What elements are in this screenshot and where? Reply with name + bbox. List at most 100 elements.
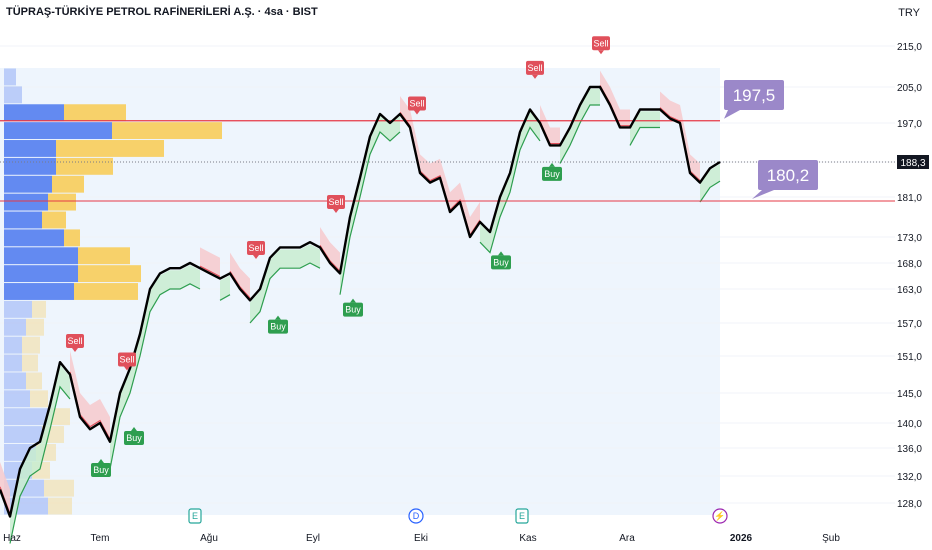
signal-pointer <box>333 209 339 213</box>
signal-pointer <box>98 459 104 463</box>
buy-signal: Buy <box>542 162 562 181</box>
volume-bar-buy <box>4 175 52 193</box>
sell-signal-badge <box>327 195 345 209</box>
time-axis[interactable]: Haz Tem Ağu Eyl Eki Kas Ara 2026 Şub <box>3 533 840 544</box>
signal-label: Sell <box>248 243 263 253</box>
volume-bar-sell <box>26 372 42 390</box>
bear-cloud <box>660 91 700 181</box>
bull-cloud-edge <box>109 283 201 470</box>
signal-label: Buy <box>345 305 361 315</box>
price-series-line <box>0 85 721 518</box>
bear-cloud <box>320 227 340 272</box>
volume-bar-sell <box>74 283 138 300</box>
buy-signal: Buy <box>491 251 511 270</box>
sell-signal-badge <box>592 36 610 51</box>
bull-cloud-edge <box>219 294 231 301</box>
buy-signal-badge <box>268 319 288 334</box>
x-tick-label: Eki <box>414 533 428 544</box>
callout-box <box>724 80 784 110</box>
x-tick-label: 2026 <box>730 533 753 544</box>
bear-cloud <box>540 105 560 144</box>
volume-bar-buy <box>4 265 78 283</box>
y-tick-label: 163,0 <box>897 285 922 296</box>
volume-bar-sell <box>64 104 126 122</box>
x-tick-label: Tem <box>91 533 110 544</box>
volume-bar-buy <box>4 408 48 426</box>
last-price-label: 188,3 <box>900 158 925 169</box>
sell-signal-badge <box>526 60 544 75</box>
volume-bar-buy <box>4 247 78 265</box>
buy-signal: Buy <box>268 315 288 334</box>
sell-signal: Sell <box>526 60 544 79</box>
chart-title: TÜPRAŞ-TÜRKİYE PETROL RAFİNERİLERİ A.Ş. … <box>6 6 318 18</box>
volume-bar-buy <box>4 86 22 104</box>
sell-signal: Sell <box>66 334 84 352</box>
volume-bar-sell <box>78 247 130 265</box>
signal-pointer <box>124 366 130 371</box>
signal-label: Buy <box>270 322 286 332</box>
bull-cloud <box>340 115 400 295</box>
volume-bar-sell <box>112 122 222 140</box>
volume-bar-sell <box>52 175 84 193</box>
volume-bar-buy <box>4 372 26 390</box>
sell-signal-badge <box>408 96 426 111</box>
y-tick-label: 151,0 <box>897 352 922 363</box>
x-tick-label: Kas <box>519 533 536 544</box>
buy-signal: Buy <box>91 459 111 477</box>
volume-bar-buy <box>4 140 56 157</box>
buy-signal-badge <box>343 302 363 317</box>
volume-bar-buy <box>4 283 74 300</box>
signal-pointer <box>350 298 356 303</box>
bull-cloud <box>700 163 720 202</box>
volume-bar-buy <box>4 229 64 247</box>
volume-bar-buy <box>4 426 42 443</box>
x-tick-label: Şub <box>822 533 840 544</box>
volume-bar-sell <box>22 354 38 372</box>
event-marker[interactable]: E <box>515 508 529 524</box>
y-tick-label: 128,0 <box>897 499 922 510</box>
signal-label: Sell <box>67 336 82 346</box>
signal-pointer <box>598 50 604 55</box>
bull-cloud-edge <box>629 126 660 146</box>
volume-bar-buy <box>4 354 22 372</box>
y-tick-label: 173,0 <box>897 233 922 244</box>
last-price-badge <box>897 155 929 169</box>
currency-label: TRY <box>898 7 920 19</box>
bull-cloud <box>630 111 660 146</box>
buy-signal: Buy <box>343 298 363 317</box>
signal-label: Sell <box>527 63 542 73</box>
callout-tail <box>724 110 740 119</box>
level-callout: 180,2 <box>752 160 818 199</box>
level-callout: 197,5 <box>724 80 784 119</box>
sell-signal: Sell <box>247 241 265 259</box>
buy-signal-badge <box>542 166 562 181</box>
y-tick-label: 132,0 <box>897 472 922 483</box>
signal-label: Buy <box>493 257 509 267</box>
volume-bar-buy <box>4 68 16 86</box>
volume-bar-sell <box>48 497 72 515</box>
event-label: E <box>519 511 525 521</box>
event-marker[interactable]: ⚡ <box>712 508 728 524</box>
callout-tail <box>752 190 774 199</box>
event-marker[interactable]: E <box>188 508 202 524</box>
event-label: D <box>413 511 420 521</box>
sell-signal: Sell <box>592 36 610 55</box>
bull-cloud-edge <box>9 385 71 544</box>
price-line <box>0 85 721 518</box>
callout-value: 197,5 <box>733 86 776 105</box>
volume-bar-buy <box>4 211 42 229</box>
y-tick-label: 197,0 <box>897 119 922 130</box>
signal-pointer <box>253 255 259 259</box>
y-tick-label: 168,0 <box>897 259 922 270</box>
volume-bar-sell <box>26 318 44 336</box>
volume-bar-sell <box>22 336 40 354</box>
y-tick-label: 136,0 <box>897 444 922 455</box>
event-marker[interactable]: D <box>408 508 424 524</box>
signal-pointer <box>414 110 420 115</box>
sell-signal: Sell <box>327 195 345 213</box>
signal-label: Buy <box>93 465 109 475</box>
volume-bar-buy <box>4 157 56 175</box>
signal-pointer <box>131 427 137 431</box>
price-axis[interactable]: 215,0 205,0 197,0 188,3 181,0 173,0 168,0 163,0… <box>897 42 929 510</box>
